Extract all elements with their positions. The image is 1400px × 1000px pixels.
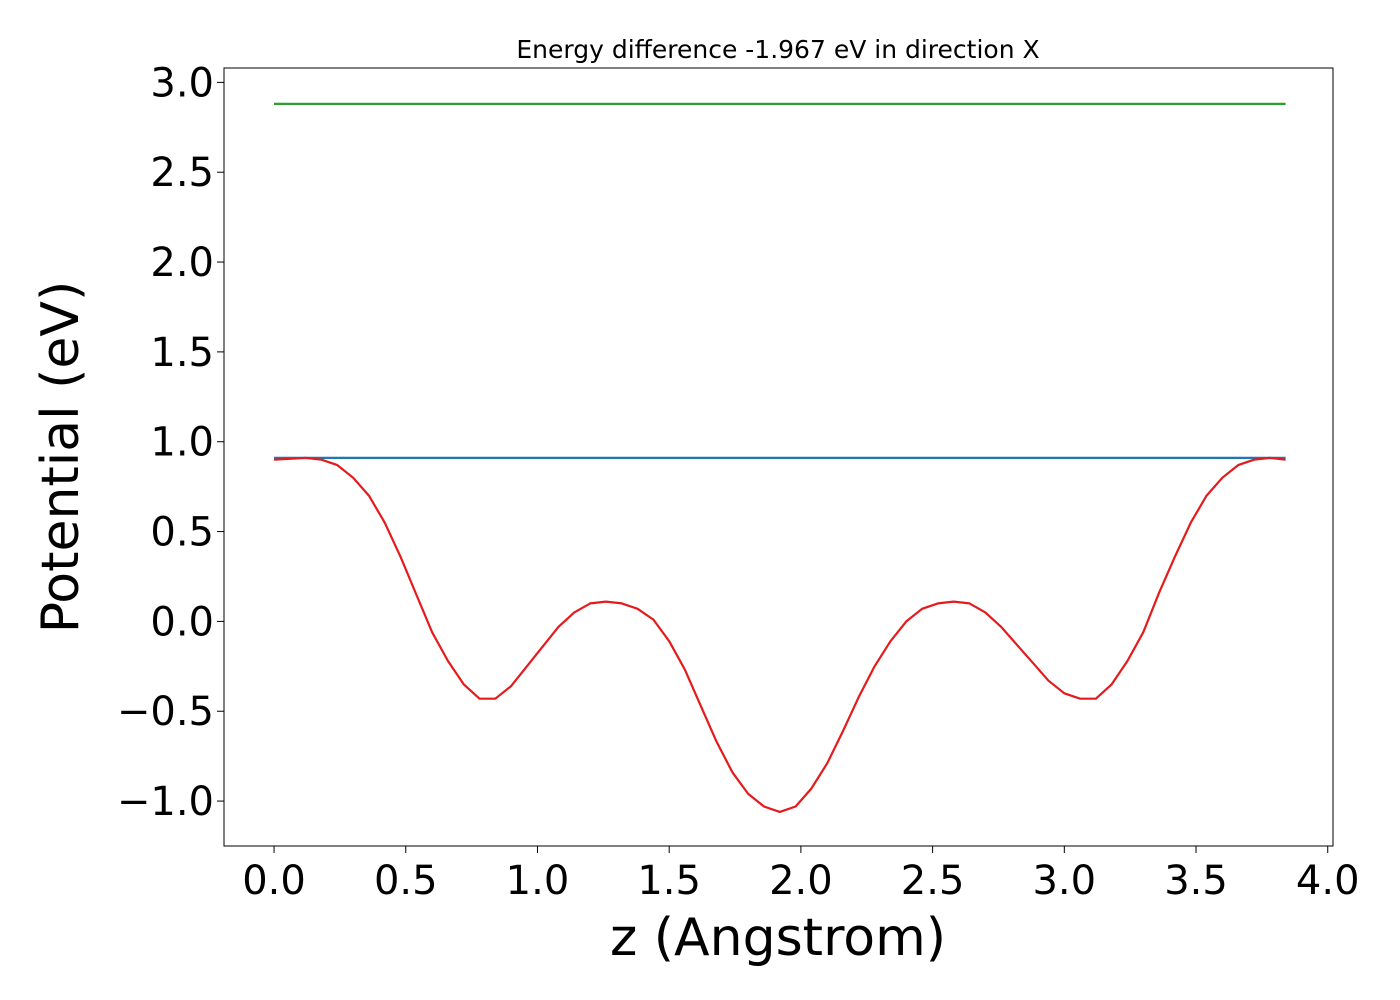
y-tick-label: 3.0 — [150, 60, 214, 106]
y-tick-label: −1.0 — [117, 779, 214, 825]
y-axis-ticks: 3.0 2.5 2.0 1.5 1.0 0.5 0.0 −0.5 −1.0 — [117, 60, 224, 825]
x-axis-ticks: 0.0 0.5 1.0 1.5 2.0 2.5 3.0 3.5 4.0 — [242, 846, 1360, 904]
x-tick-label: 2.0 — [769, 858, 833, 904]
y-axis-label: Potential (eV) — [31, 281, 91, 633]
y-tick-label: 0.5 — [150, 510, 214, 556]
x-tick-label: 0.0 — [242, 858, 306, 904]
y-tick-label: −0.5 — [117, 689, 214, 735]
x-tick-label: 3.5 — [1164, 858, 1228, 904]
y-tick-label: 2.5 — [150, 150, 214, 196]
x-tick-label: 4.0 — [1296, 858, 1360, 904]
x-axis-label: z (Angstrom) — [610, 908, 946, 968]
plot-frame — [223, 67, 1334, 847]
x-tick-label: 1.5 — [637, 858, 701, 904]
chart-title: Energy difference -1.967 eV in direction… — [516, 35, 1039, 64]
series-line-2 — [273, 456, 1286, 814]
x-tick-label: 1.0 — [506, 858, 570, 904]
y-tick-label: 2.0 — [150, 240, 214, 286]
y-tick-label: 1.0 — [150, 420, 214, 466]
y-tick-label: 1.5 — [150, 330, 214, 376]
x-tick-label: 3.0 — [1032, 858, 1096, 904]
x-tick-label: 0.5 — [374, 858, 438, 904]
x-tick-label: 2.5 — [901, 858, 965, 904]
y-tick-label: 0.0 — [150, 599, 214, 645]
plot-series — [273, 102, 1286, 814]
